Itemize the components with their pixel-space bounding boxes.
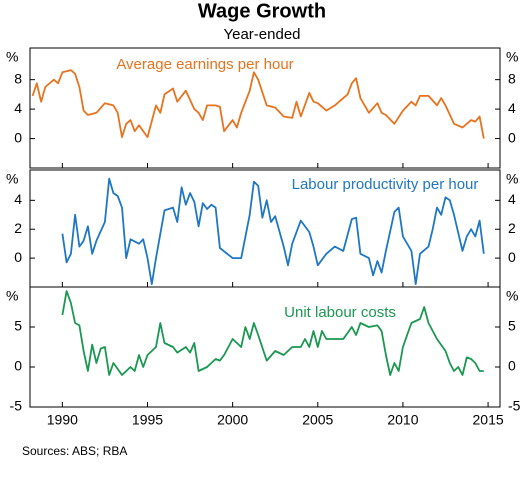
y2-tick-label: 8: [508, 70, 516, 86]
series-label: Unit labour costs: [284, 304, 396, 321]
y-axis-unit: %: [6, 171, 18, 187]
panel-frame: [29, 286, 501, 408]
x-tick-label: 2015: [473, 412, 504, 428]
source-note: Sources: ABS; RBA: [22, 444, 127, 458]
y-tick-label: 0: [14, 249, 22, 265]
series-line: [61, 177, 485, 285]
y-tick-label: 4: [14, 191, 22, 207]
y-tick-label: 0: [14, 129, 22, 145]
y2-tick-label: 5: [508, 318, 516, 334]
series-line: [31, 69, 485, 139]
y-tick-label: -5: [10, 398, 23, 414]
y-axis-unit: %: [6, 49, 18, 65]
series-label: Labour productivity per hour: [292, 176, 479, 193]
panel-frame: [29, 47, 501, 169]
x-tick-label: 2010: [387, 412, 418, 428]
x-tick-label: 2000: [217, 412, 248, 428]
y2-tick-label: 2: [508, 220, 516, 236]
x-tick-label: 2005: [302, 412, 333, 428]
y-tick-label: 8: [14, 70, 22, 86]
y2-tick-label: 4: [508, 100, 516, 116]
x-tick-label: 1995: [132, 412, 163, 428]
y-tick-label: 5: [14, 318, 22, 334]
series-label: Average earnings per hour: [116, 56, 293, 73]
y-tick-label: 0: [14, 358, 22, 374]
series-line: [61, 290, 484, 376]
y2-axis-unit: %: [506, 288, 518, 304]
y2-tick-label: -5: [508, 398, 521, 414]
x-tick-label: 1990: [47, 412, 78, 428]
y2-tick-label: 4: [508, 191, 516, 207]
y-axis-unit: %: [6, 288, 18, 304]
y2-axis-unit: %: [506, 171, 518, 187]
chart-title: Wage Growth: [198, 0, 326, 22]
y2-tick-label: 0: [508, 249, 516, 265]
y-tick-label: 4: [14, 100, 22, 116]
y2-tick-label: 0: [508, 358, 516, 374]
y2-axis-unit: %: [506, 49, 518, 65]
y2-tick-label: 0: [508, 129, 516, 145]
y-tick-label: 2: [14, 220, 22, 236]
chart-subtitle: Year-ended: [223, 26, 300, 43]
